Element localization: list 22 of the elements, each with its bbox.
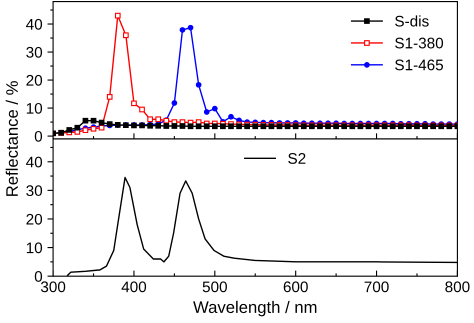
y-tick-label: 10: [26, 102, 42, 114]
legend-label: S-dis: [395, 15, 429, 27]
x-tick-label: 700: [364, 281, 389, 292]
y-tick-label: 30: [26, 46, 42, 58]
x-tick-label: 500: [202, 281, 227, 292]
y-tick-label: 0: [34, 271, 42, 282]
x-tick-label: 800: [445, 281, 470, 292]
x-tick-label: 600: [284, 281, 308, 292]
legend-label: S1-380: [395, 38, 444, 48]
y-tick-label: 30: [26, 185, 42, 196]
y-tick-label: 20: [26, 74, 42, 86]
x-axis-title: Wavelength / nm: [193, 300, 316, 316]
y-tick-label: 40: [26, 156, 42, 168]
x-tick-label: 300: [40, 281, 66, 292]
y-tick-label: 10: [26, 242, 42, 254]
legend-label: S1-465: [395, 60, 444, 70]
y-tick-label: 0: [34, 130, 42, 142]
y-tick-label: 20: [26, 214, 42, 225]
y-tick-label: 40: [26, 18, 42, 30]
legend-label: S2: [288, 153, 306, 164]
x-tick-label: 400: [122, 281, 146, 292]
y-axis-title: Reflectance / %: [6, 81, 18, 196]
